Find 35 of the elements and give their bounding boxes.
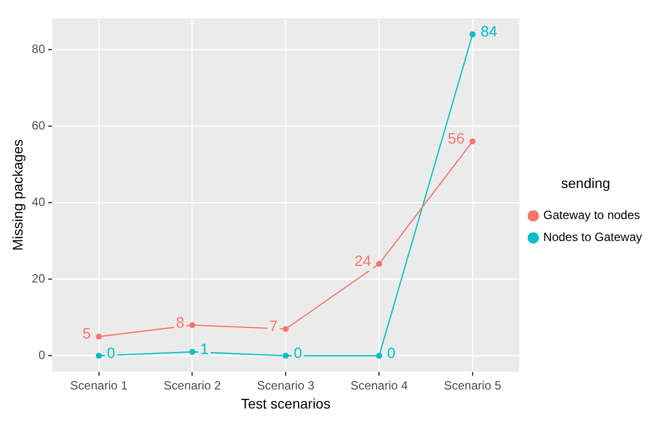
x-tick-label: Scenario 1 bbox=[70, 378, 128, 392]
y-tick-label: 40 bbox=[32, 194, 46, 209]
point bbox=[470, 31, 476, 38]
point bbox=[96, 334, 102, 340]
point bbox=[470, 138, 476, 144]
point bbox=[96, 352, 102, 359]
data-label: 0 bbox=[106, 344, 116, 362]
legend-title: sending bbox=[561, 174, 610, 191]
y-tick-label: 0 bbox=[38, 348, 46, 362]
x-tick-label: Scenario 5 bbox=[444, 378, 502, 392]
legend-label: Gateway to nodes bbox=[543, 208, 640, 222]
x-tick-label: Scenario 2 bbox=[164, 378, 222, 392]
y-axis-title: Missing packages bbox=[9, 139, 26, 251]
legend-label: Nodes to Gateway bbox=[543, 230, 642, 244]
data-label: 0 bbox=[294, 344, 302, 362]
data-label: 8 bbox=[176, 314, 184, 332]
data-label: 0 bbox=[387, 344, 396, 362]
data-label: 24 bbox=[354, 253, 372, 270]
x-axis-title: Test scenarios bbox=[240, 395, 330, 412]
data-label: 1 bbox=[200, 341, 209, 358]
point bbox=[189, 348, 196, 355]
y-tick-label: 20 bbox=[32, 272, 46, 286]
data-label: 7 bbox=[269, 318, 278, 336]
point bbox=[376, 260, 382, 267]
point bbox=[282, 352, 289, 359]
data-label: 84 bbox=[480, 23, 498, 40]
y-tick-label: 80 bbox=[32, 42, 46, 56]
x-tick-label: Scenario 3 bbox=[257, 378, 315, 392]
x-tick-label: Scenario 4 bbox=[350, 378, 408, 392]
data-label: 5 bbox=[82, 326, 91, 343]
y-tick-label: 60 bbox=[32, 118, 46, 132]
point bbox=[282, 326, 289, 332]
point bbox=[376, 352, 382, 359]
point bbox=[189, 322, 196, 328]
data-label: 56 bbox=[448, 130, 465, 148]
